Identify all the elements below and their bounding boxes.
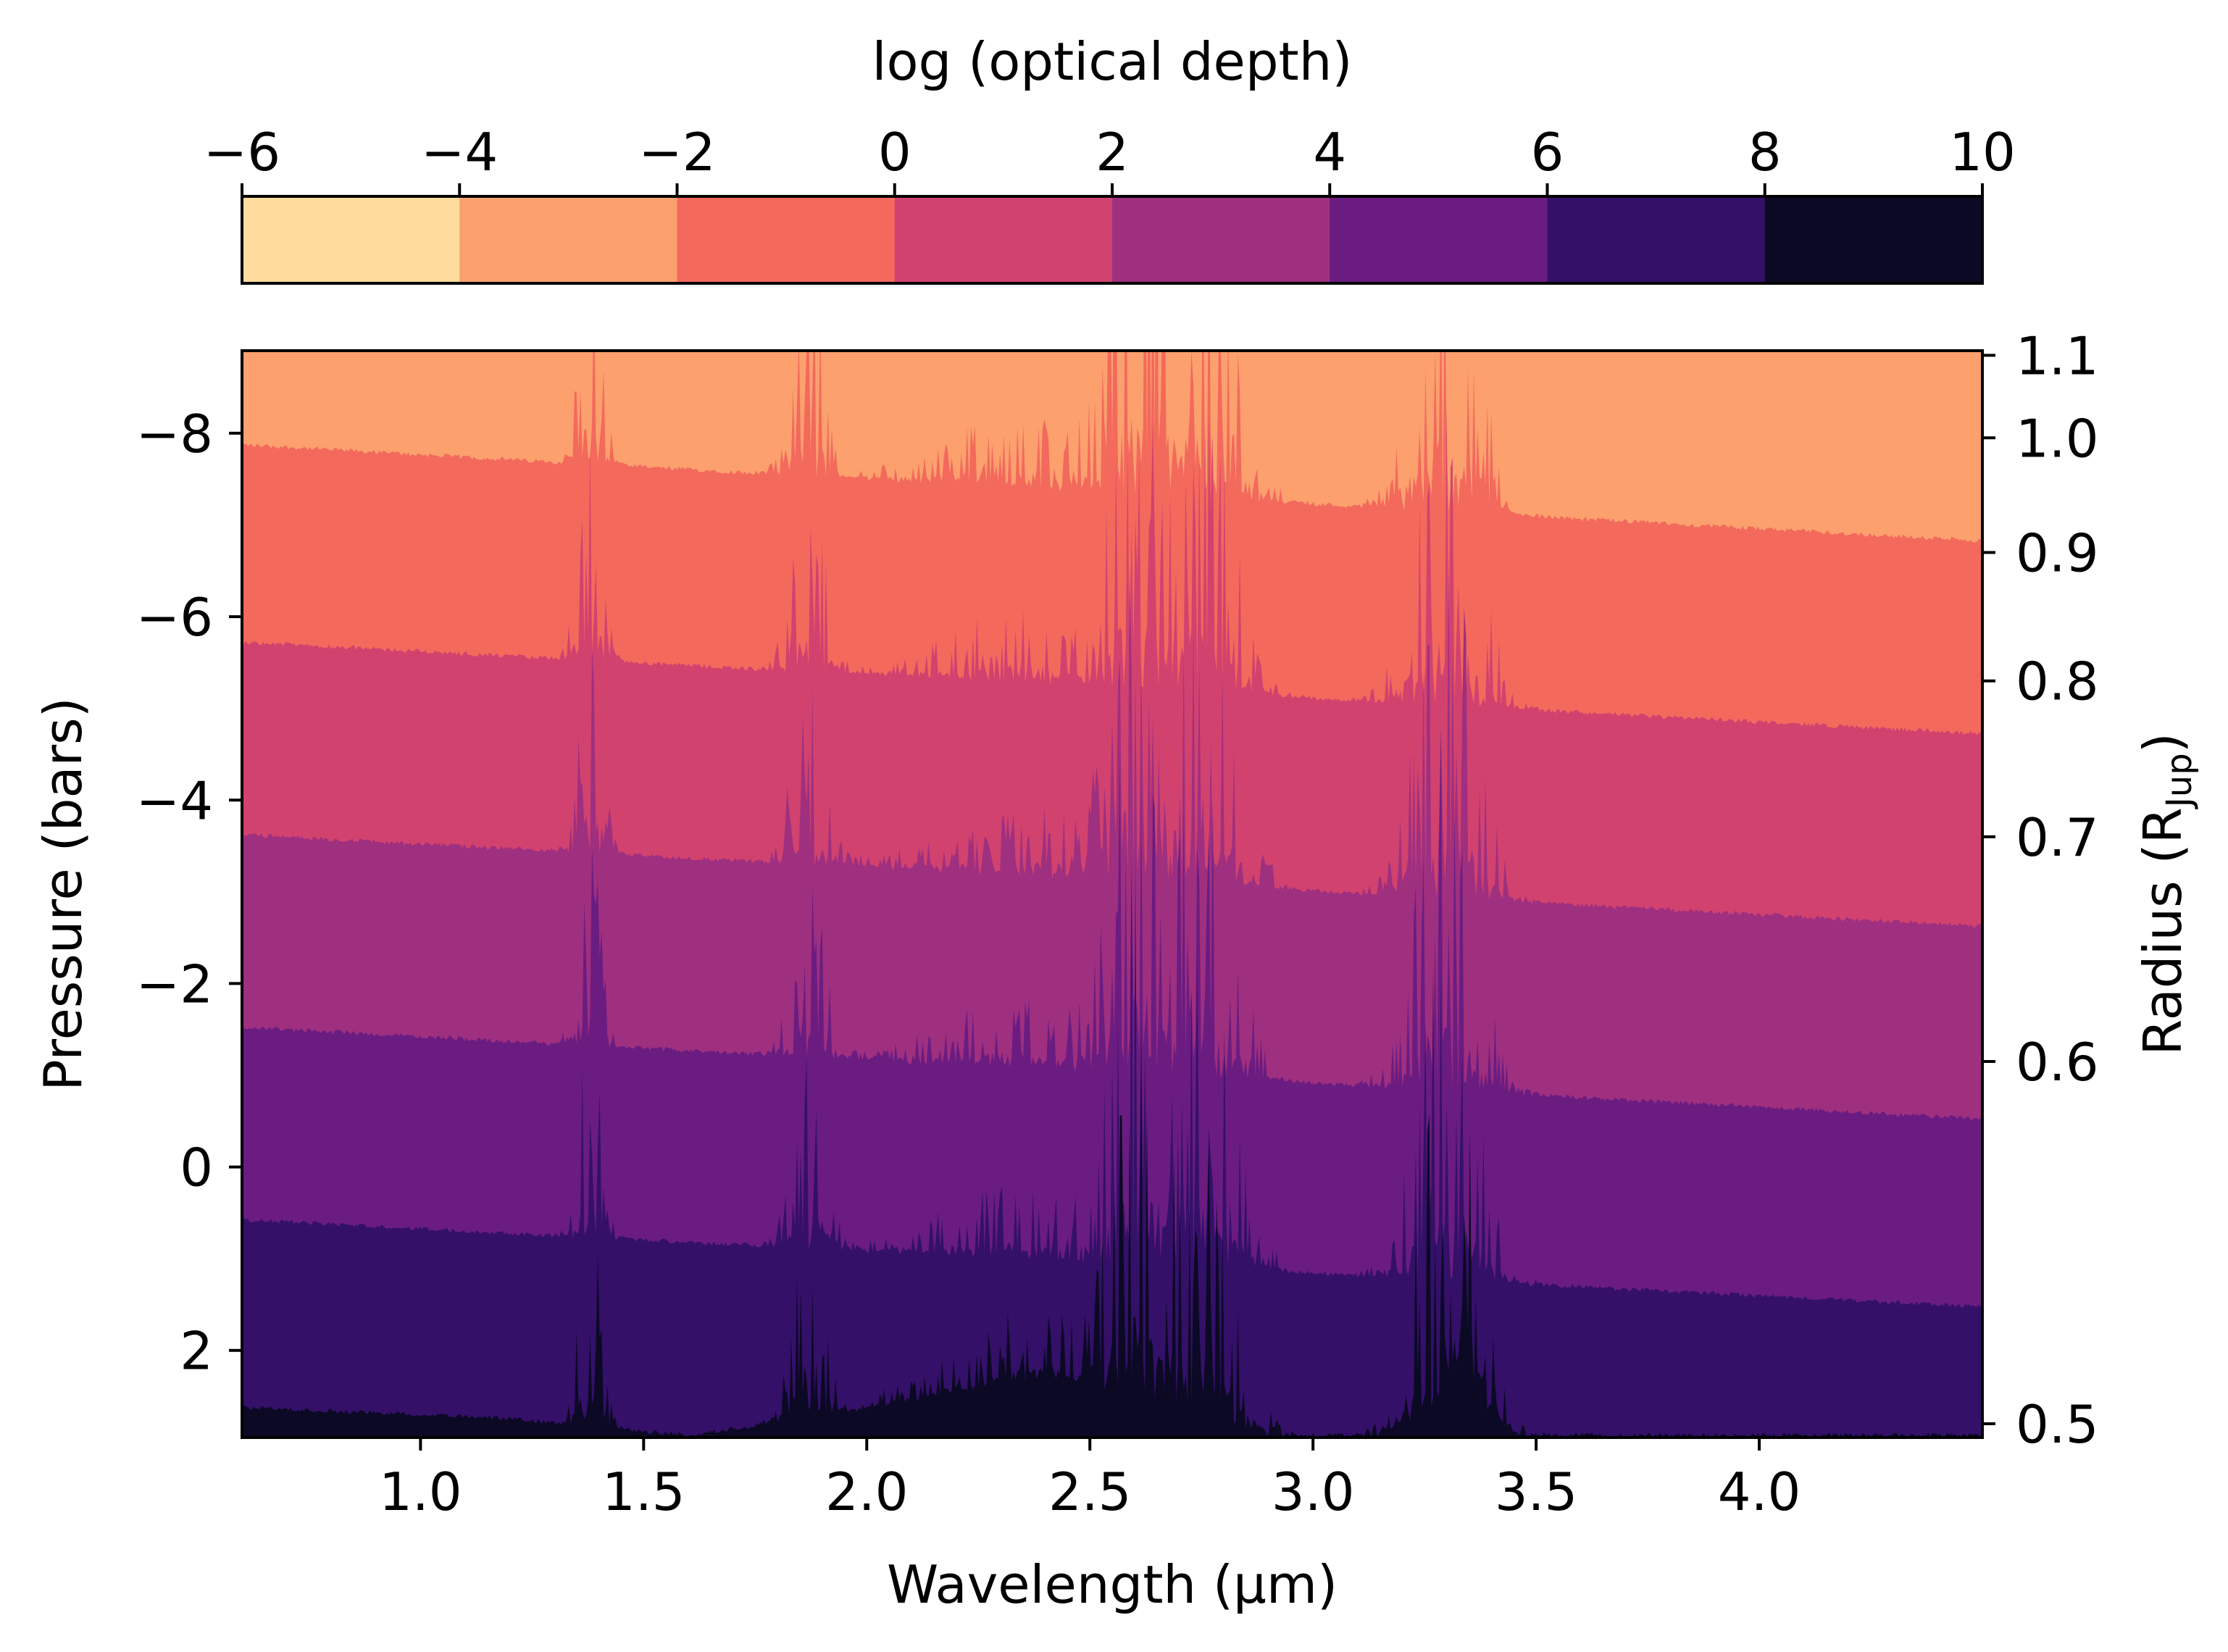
y-right-label-sub: Jup — [2159, 753, 2200, 809]
colorbar-tick-label: −6 — [204, 122, 280, 183]
colorbar-level-1 — [459, 196, 677, 283]
colorbar-level-5 — [1330, 196, 1548, 283]
x-tick-label: 3.0 — [1272, 1461, 1355, 1522]
colorbar-tick-label: 6 — [1531, 122, 1564, 183]
y-right-tick-label: 0.6 — [2016, 1032, 2099, 1093]
colorbar-label: log (optical depth) — [872, 31, 1353, 92]
y-right-tick-label: 1.1 — [2016, 325, 2099, 386]
y-left-axis-label: Pressure (bars) — [33, 697, 93, 1090]
y-right-label-main: Radius (R — [2132, 807, 2193, 1055]
x-axis-ticks: 1.0 1.5 2.0 2.5 3.0 3.5 4.0 — [379, 1438, 1801, 1522]
colorbar-level-4 — [1112, 196, 1330, 283]
colorbar-tick-label: 4 — [1313, 122, 1346, 183]
colorbar-level-7 — [1764, 196, 1983, 283]
x-axis-label: Wavelength (μm) — [887, 1554, 1338, 1615]
x-tick-label: 1.0 — [379, 1461, 462, 1522]
y-left-axis-ticks: −8 −6 −4 −2 0 2 — [136, 404, 242, 1382]
colorbar-level-6 — [1547, 196, 1766, 283]
x-tick-label: 1.5 — [602, 1461, 685, 1522]
colorbar-tick-label: 2 — [1096, 122, 1129, 183]
colorbar-level-0 — [242, 196, 460, 283]
plot-frame — [241, 349, 1984, 1439]
y-left-tick-label: −6 — [136, 587, 213, 648]
optical-depth-bands — [242, 351, 1982, 1438]
colorbar-ticks: −6 −4 −2 0 2 4 6 8 10 — [204, 122, 2016, 196]
y-left-tick-label: 2 — [180, 1321, 213, 1382]
x-tick-label: 3.5 — [1495, 1461, 1578, 1522]
colorbar-level-3 — [894, 196, 1113, 283]
y-right-tick-label: 0.5 — [2016, 1394, 2099, 1455]
colorbar-tick-label: 8 — [1748, 122, 1782, 183]
x-tick-label: 2.5 — [1048, 1461, 1132, 1522]
plot-area: 1.0 1.5 2.0 2.5 3.0 3.5 4.0 −8 −6 −4 −2 0 2 1.1 1.0 0… — [33, 325, 2200, 1615]
x-tick-label: 2.0 — [825, 1461, 909, 1522]
y-right-tick-label: 0.8 — [2016, 651, 2099, 712]
colorbar: −6 −4 −2 0 2 4 6 8 10 log (optical depth) — [204, 31, 2016, 285]
y-left-tick-label: −2 — [136, 954, 213, 1014]
colorbar-tick-label: 10 — [1949, 122, 2016, 183]
colorbar-tick-label: −2 — [638, 122, 715, 183]
x-tick-label: 4.0 — [1718, 1461, 1801, 1522]
y-right-tick-label: 1.0 — [2016, 408, 2099, 469]
y-left-tick-label: −8 — [136, 404, 213, 464]
colorbar-tick-label: −4 — [421, 122, 498, 183]
colorbar-tick-label: 0 — [878, 122, 911, 183]
colorbar-levels — [242, 196, 1983, 283]
y-right-tick-label: 0.9 — [2016, 522, 2099, 583]
y-right-axis-ticks: 1.1 1.0 0.9 0.8 0.7 0.6 0.5 — [1982, 325, 2099, 1455]
y-right-label-end: ) — [2132, 733, 2193, 753]
y-left-tick-label: 0 — [180, 1138, 213, 1198]
y-right-tick-label: 0.7 — [2016, 807, 2099, 868]
y-right-axis-label: Radius (RJup) — [2132, 733, 2200, 1056]
y-left-tick-label: −4 — [136, 770, 213, 831]
band-region-tau-6 — [242, 1017, 1982, 1438]
band-region-tau-4 — [242, 854, 1982, 1438]
colorbar-level-2 — [677, 196, 896, 283]
